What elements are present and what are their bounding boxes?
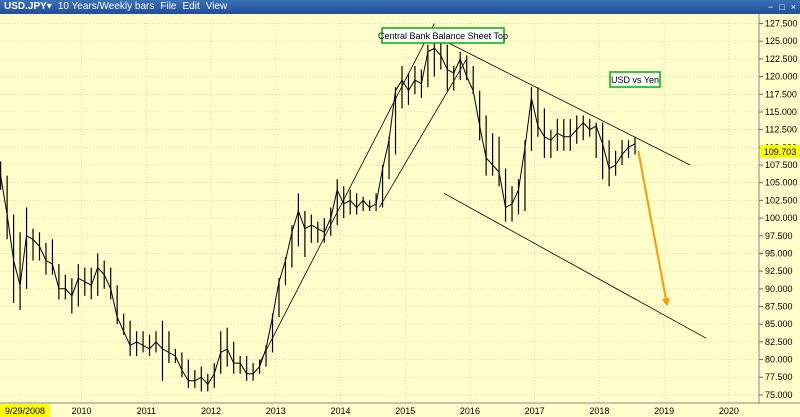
y-tick-label: 102.500 — [765, 195, 798, 205]
x-tick-label: 2013 — [266, 406, 286, 416]
y-tick-label: 90.000 — [765, 284, 793, 294]
y-tick-label: 75.000 — [765, 390, 793, 400]
x-tick-label: 2014 — [330, 406, 350, 416]
close-line — [0, 47, 636, 386]
menu-file[interactable]: File — [160, 1, 177, 12]
y-tick-label: 95.000 — [765, 248, 793, 258]
grid — [0, 20, 758, 402]
x-tick-label: 2019 — [654, 406, 674, 416]
pair-label: USD vs Yen — [611, 75, 659, 85]
pair-annotation: USD vs Yen — [609, 71, 661, 88]
period-label[interactable]: 10 Years/Weekly bars — [57, 1, 155, 12]
y-tick-label: 112.500 — [765, 125, 797, 135]
top-annotation: Central Bank Balance Sheet Top — [378, 27, 508, 44]
y-tick-label: 105.000 — [765, 178, 798, 188]
top-label: Central Bank Balance Sheet Top — [378, 31, 508, 41]
date-label: 9/29/2008 — [5, 406, 45, 416]
price-chart[interactable]: 127.500 125.000 122.500 120.000 117.500 115.0… — [0, 14, 800, 417]
y-tick-label: 100.000 — [765, 213, 798, 223]
arrow-head-icon — [661, 297, 670, 307]
x-tick-label: 2015 — [395, 406, 415, 416]
date-tag: 9/29/2008 — [0, 404, 50, 417]
window-controls: − □ × — [768, 0, 796, 14]
projection-arrow — [637, 150, 667, 299]
y-tick-label: 115.000 — [765, 107, 797, 117]
x-ticks: 2010 2011 2012 2013 2014 2015 2016 2017 2018 2019… — [72, 406, 739, 416]
x-tick-label: 2010 — [72, 406, 92, 416]
arrow — [637, 150, 670, 307]
trendlines — [259, 23, 707, 364]
close-icon[interactable]: × — [790, 2, 796, 12]
menu-view[interactable]: View — [205, 1, 228, 12]
x-tick-label: 2017 — [525, 406, 545, 416]
title-bar: USD.JPY ▾ 10 Years/Weekly bars File Edit… — [0, 0, 800, 14]
chart-background — [0, 14, 800, 417]
x-tick-label: 2020 — [719, 406, 739, 416]
y-tick-label: 87.500 — [765, 302, 793, 312]
x-tick-label: 2016 — [460, 406, 480, 416]
last-price: 109.703 — [764, 147, 797, 157]
minimize-icon[interactable]: − — [768, 2, 774, 12]
trendline — [443, 192, 707, 339]
chevron-down-icon[interactable]: ▾ — [46, 1, 52, 12]
price-bars — [0, 37, 636, 392]
y-tick-label: 122.500 — [765, 54, 798, 64]
price-tag: 109.703 — [760, 145, 800, 158]
y-tick-label: 120.000 — [765, 72, 798, 82]
x-tick-label: 2018 — [589, 406, 609, 416]
symbol-label[interactable]: USD.JPY — [4, 1, 47, 12]
y-tick-label: 127.500 — [765, 19, 798, 29]
y-tick-label: 85.000 — [765, 319, 793, 329]
y-tick-label: 80.000 — [765, 355, 793, 365]
y-tick-label: 92.500 — [765, 266, 793, 276]
y-tick-label: 125.000 — [765, 36, 798, 46]
x-tick-label: 2011 — [137, 406, 156, 416]
y-tick-label: 117.500 — [765, 89, 797, 99]
maximize-icon[interactable]: □ — [779, 2, 785, 12]
y-tick-label: 77.500 — [765, 372, 793, 382]
y-tick-label: 97.500 — [765, 231, 793, 241]
y-tick-label: 107.500 — [765, 160, 798, 170]
menu-edit[interactable]: Edit — [182, 1, 200, 12]
trendline — [430, 33, 691, 166]
trendline — [378, 58, 468, 208]
y-tick-label: 82.500 — [765, 337, 793, 347]
x-tick-label: 2012 — [201, 406, 221, 416]
trendline — [259, 23, 435, 364]
